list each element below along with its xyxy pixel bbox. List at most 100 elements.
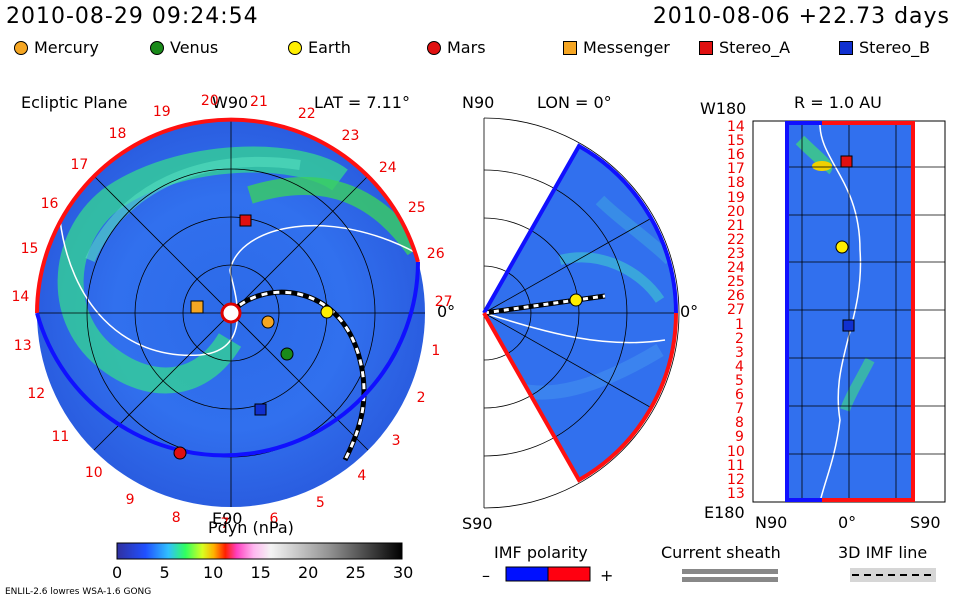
- square-icon: [699, 40, 713, 55]
- pdyn-colorbar: [116, 542, 403, 560]
- radial-plot: [752, 120, 946, 503]
- radial-tick-label: 16: [727, 147, 745, 164]
- carrington-label: 2: [416, 390, 426, 407]
- radial-tick-label: 27: [727, 302, 745, 319]
- carrington-label: 13: [13, 338, 32, 355]
- radial-tick-label: 20: [727, 203, 745, 220]
- radial-r-label: R = 1.0 AU: [794, 93, 882, 112]
- radial-tick-label: 3: [735, 344, 744, 361]
- radial-tick-label: 11: [727, 457, 745, 474]
- circle-icon: [14, 40, 28, 55]
- meridional-plot: [482, 117, 680, 509]
- carrington-label: 6: [269, 510, 279, 527]
- radial-tick-label: 2: [735, 330, 744, 347]
- datetime-label: 2010-08-29 09:24:54: [6, 4, 259, 29]
- stereo-a-marker: [239, 214, 252, 227]
- imf-polarity-bar: [505, 566, 591, 582]
- carrington-label: 5: [315, 494, 325, 511]
- radial-tick-label: 18: [727, 175, 745, 192]
- radial-tick-label: 19: [727, 189, 745, 206]
- legend-item-stereo-b: Stereo_B: [839, 38, 930, 57]
- colorbar-tick: 10: [203, 563, 224, 582]
- square-icon: [563, 40, 577, 55]
- legend-label: Venus: [170, 38, 219, 57]
- messenger-marker: [190, 300, 204, 314]
- carrington-label: 20: [200, 93, 219, 110]
- ecliptic-lat-label: LAT = 7.11°: [314, 93, 410, 112]
- carrington-label: 10: [84, 464, 103, 481]
- legend-item-venus: Venus: [150, 38, 218, 57]
- radial-tick-label: 12: [727, 471, 745, 488]
- ecliptic-bottom-label: E90: [212, 509, 243, 528]
- radial-tick-label: 26: [727, 288, 745, 305]
- colorbar-tick: 5: [159, 563, 170, 582]
- imf-line-title: 3D IMF line: [838, 543, 928, 562]
- legend-item-mars: Mars: [427, 38, 486, 57]
- carrington-label: 16: [40, 195, 59, 212]
- radial-tick-label: 8: [735, 415, 744, 432]
- radial-tick-label: 21: [727, 217, 745, 234]
- radial-tick-label: 23: [727, 246, 745, 262]
- legend-label: Messenger: [583, 38, 670, 57]
- radial-tick-label: 13: [727, 485, 745, 502]
- carrington-label: 8: [171, 509, 181, 526]
- radial-tick-label: 24: [727, 260, 745, 277]
- model-time-label: 2010-08-06 +22.73 days: [652, 4, 950, 29]
- colorbar-tick: 15: [250, 563, 271, 582]
- mars-marker: [173, 446, 187, 460]
- meridional-bottom-label: S90: [462, 514, 493, 533]
- current-sheath-swatch: [682, 569, 778, 582]
- venus-marker: [280, 347, 294, 361]
- carrington-label: 11: [51, 428, 70, 445]
- radial-axis-n90: N90: [755, 513, 788, 532]
- legend-label: Stereo_B: [859, 38, 931, 57]
- carrington-label: 3: [391, 432, 401, 449]
- carrington-label: 27: [434, 294, 453, 311]
- imf-plus: +: [600, 566, 614, 585]
- footer-model-label: ENLIL-2.6 lowres WSA-1.6 GONG: [5, 587, 152, 597]
- legend-item-mercury: Mercury: [14, 38, 99, 57]
- radial-tick-label: 25: [727, 274, 745, 291]
- radial-tick-label: 17: [727, 161, 745, 178]
- legend-label: Earth: [308, 38, 351, 57]
- colorbar-title: Pdyn (nPa): [208, 518, 294, 537]
- carrington-label: 1: [431, 343, 441, 360]
- colorbar-tick: 25: [345, 563, 366, 582]
- radial-top-left-label: W180: [700, 99, 747, 118]
- carrington-label: 25: [407, 200, 426, 217]
- circle-icon: [427, 40, 441, 55]
- radial-tick-label: 9: [735, 429, 744, 446]
- imf-line-swatch: [850, 568, 936, 582]
- radial-tick-label: 15: [727, 133, 745, 150]
- ecliptic-plot: [35, 117, 425, 507]
- meridional-lon-label: LON = 0°: [537, 93, 612, 112]
- circle-icon: [150, 40, 164, 55]
- stereo-b-marker: [254, 403, 267, 416]
- imf-minus: –: [482, 566, 490, 585]
- colorbar-tick: 20: [298, 563, 319, 582]
- carrington-label: 17: [70, 156, 89, 173]
- legend-label: Mars: [447, 38, 486, 57]
- radial-tick-label: 14: [727, 119, 745, 135]
- colorbar-tick: 0: [112, 563, 123, 582]
- meridional-top-label: N90: [462, 93, 495, 112]
- legend-label: Stereo_A: [719, 38, 791, 57]
- carrington-label: 24: [378, 160, 397, 177]
- colorbar-tick: 30: [393, 563, 414, 582]
- imf-polarity-title: IMF polarity: [494, 543, 588, 562]
- radial-tick-label: 6: [735, 387, 744, 404]
- radial-bottom-left-label: E180: [704, 503, 745, 522]
- radial-tick-label: 7: [735, 401, 744, 418]
- circle-icon: [288, 40, 302, 55]
- carrington-label: 4: [357, 467, 367, 484]
- radial-axis-zero: 0°: [838, 513, 857, 532]
- carrington-label: 18: [108, 125, 127, 142]
- radial-tick-label: 10: [727, 443, 745, 460]
- legend-item-messenger: Messenger: [563, 38, 670, 57]
- meridional-right-label: 0°: [680, 302, 699, 321]
- earth-marker: [320, 305, 334, 319]
- radial-tick-label: 4: [735, 358, 744, 375]
- radial-tick-label: 1: [735, 316, 744, 333]
